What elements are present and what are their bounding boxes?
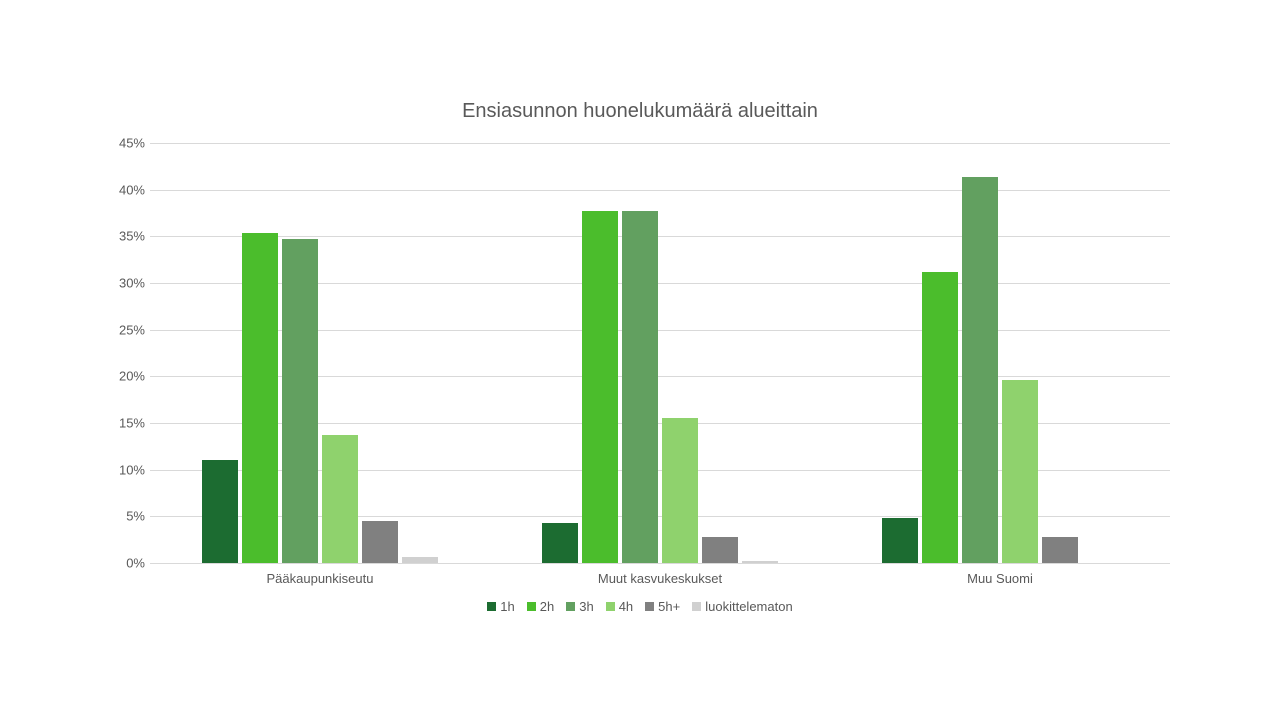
legend-item: luokittelematon [692,599,792,614]
y-tick-label: 40% [100,182,145,197]
x-axis-labels: Pääkaupunkiseutu Muut kasvukeskukset Muu S… [150,563,1170,593]
legend-label: 3h [579,599,593,614]
y-axis-labels: 0%5%10%15%20%25%30%35%40%45% [100,143,145,563]
legend-label: 5h+ [658,599,680,614]
y-tick-label: 10% [100,462,145,477]
bar [202,460,238,563]
bars-area [150,143,1170,563]
category-group [542,143,778,563]
legend-item: 4h [606,599,633,614]
legend-label: luokittelematon [705,599,792,614]
bar [1002,380,1038,563]
y-tick-label: 30% [100,275,145,290]
legend-swatch [606,602,615,611]
legend-swatch [566,602,575,611]
legend-item: 5h+ [645,599,680,614]
legend-label: 2h [540,599,554,614]
chart-container: Ensiasunnon huonelukumäärä alueittain 0%… [100,100,1180,640]
bar [362,521,398,563]
plot-area: 0%5%10%15%20%25%30%35%40%45% [150,143,1170,563]
y-tick-label: 20% [100,369,145,384]
y-tick-label: 45% [100,136,145,151]
bar [962,177,998,563]
bar [922,272,958,563]
bar [622,211,658,563]
bar [322,435,358,563]
y-tick-label: 15% [100,415,145,430]
bar [582,211,618,563]
bar [882,518,918,563]
legend-swatch [527,602,536,611]
y-tick-label: 0% [100,556,145,571]
bar [1042,537,1078,563]
legend-label: 4h [619,599,633,614]
x-tick-label: Pääkaupunkiseutu [267,571,374,586]
legend-swatch [645,602,654,611]
y-tick-label: 35% [100,229,145,244]
legend-swatch [692,602,701,611]
category-group [202,143,438,563]
legend-swatch [487,602,496,611]
y-tick-label: 25% [100,322,145,337]
chart-title: Ensiasunnon huonelukumäärä alueittain [100,100,1180,123]
legend-item: 2h [527,599,554,614]
x-tick-label: Muut kasvukeskukset [598,571,722,586]
legend-label: 1h [500,599,514,614]
category-group [882,143,1118,563]
x-tick-label: Muu Suomi [967,571,1033,586]
legend-item: 3h [566,599,593,614]
legend-item: 1h [487,599,514,614]
bar [662,418,698,563]
legend: 1h 2h 3h 4h 5h+ luokittelematon [100,599,1180,614]
y-tick-label: 5% [100,509,145,524]
bar [542,523,578,563]
bar [282,239,318,563]
bar [702,537,738,563]
bar [242,233,278,563]
